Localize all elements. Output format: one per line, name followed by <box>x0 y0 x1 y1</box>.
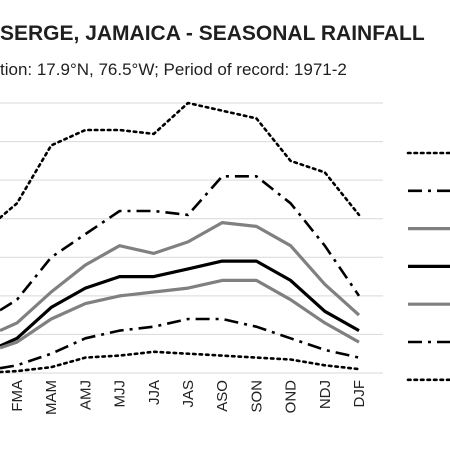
x-tick-label: ASO <box>214 380 231 412</box>
series-line-1 <box>0 101 361 219</box>
x-tick-label: FMA <box>9 380 26 412</box>
series-line-3 <box>0 221 361 333</box>
x-tick-labels: FMA MAM AMJ MJJ JJA JAS ASO SON OND NDJ DJF <box>9 380 368 415</box>
series-line-5 <box>0 278 360 350</box>
x-tick-label: OND <box>283 380 300 414</box>
x-tick-label: NDJ <box>317 380 334 409</box>
x-tick-label: AMJ <box>77 380 94 410</box>
chart-subtitle: tion: 17.9°N, 76.5°W; Period of record: … <box>0 60 347 79</box>
gridlines <box>0 102 383 374</box>
series-line-4 <box>0 259 360 348</box>
legend <box>406 151 450 382</box>
series-line-2 <box>0 175 361 312</box>
x-tick-label: DJF <box>351 380 368 408</box>
series-line-6 <box>0 317 360 370</box>
x-tick-label: SON <box>248 380 265 413</box>
x-tick-label: JAS <box>180 380 197 408</box>
x-tick-label: MJJ <box>112 380 129 408</box>
x-tick-label: MAM <box>43 380 60 415</box>
x-tick-label: JJA <box>146 380 163 405</box>
series-line-7 <box>0 350 361 374</box>
chart-title: SERGE, JAMAICA - SEASONAL RAINFALL <box>0 22 425 45</box>
series-lines <box>0 101 361 374</box>
